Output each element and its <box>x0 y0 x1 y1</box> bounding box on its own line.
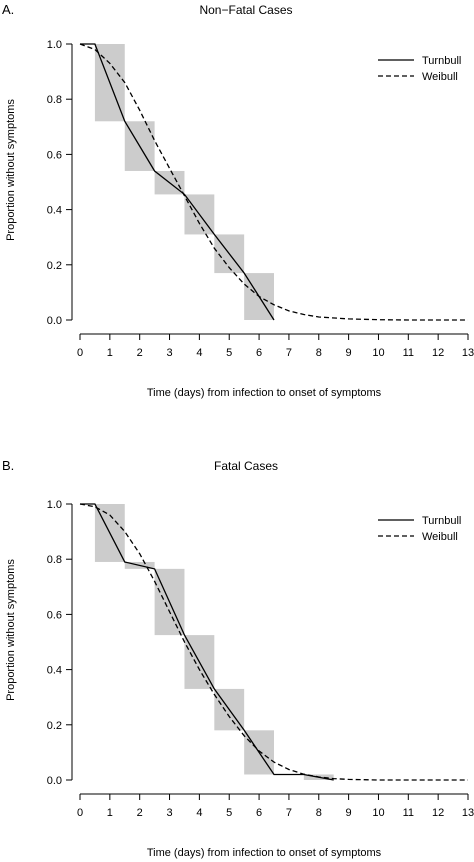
x-tick-label-5: 5 <box>226 807 232 819</box>
x-tick-label-6: 6 <box>256 807 262 819</box>
legend-label-weibull: Weibull <box>422 71 458 83</box>
x-tick-label-3: 3 <box>166 347 172 359</box>
x-tick-label-9: 9 <box>346 347 352 359</box>
y-tick-label-0: 0.0 <box>47 315 62 327</box>
chart-title: Fatal Cases <box>214 459 278 473</box>
panel-label: B. <box>2 458 14 473</box>
y-tick-label-5: 1.0 <box>47 39 62 51</box>
x-tick-label-11: 11 <box>403 347 414 359</box>
legend-label-weibull: Weibull <box>422 531 458 543</box>
y-tick-label-4: 0.8 <box>47 554 62 566</box>
x-tick-label-4: 4 <box>196 807 202 819</box>
series-line-weibull <box>79 503 468 781</box>
x-tick-label-13: 13 <box>462 347 474 359</box>
legend-label-turnbull: Turnbull <box>422 55 461 67</box>
x-tick-label-7: 7 <box>286 347 292 359</box>
x-tick-label-1: 1 <box>107 347 113 359</box>
panel-label: A. <box>2 2 14 17</box>
series-line-weibull <box>79 43 468 321</box>
x-tick-label-12: 12 <box>432 807 444 819</box>
x-tick-label-4: 4 <box>196 347 202 359</box>
x-tick-label-11: 11 <box>403 807 414 819</box>
y-tick-label-3: 0.6 <box>47 149 62 161</box>
x-tick-label-7: 7 <box>286 807 292 819</box>
chart-title: Non−Fatal Cases <box>199 3 292 17</box>
x-tick-label-2: 2 <box>137 807 143 819</box>
y-axis-label: Proportion without symptoms <box>5 559 17 701</box>
y-tick-label-2: 0.4 <box>47 205 62 217</box>
x-tick-label-10: 10 <box>372 347 384 359</box>
series-line-turnbull <box>80 43 275 321</box>
x-tick-label-1: 1 <box>107 807 113 819</box>
x-tick-label-9: 9 <box>346 807 352 819</box>
x-tick-label-12: 12 <box>432 347 444 359</box>
x-tick-label-8: 8 <box>316 347 322 359</box>
y-tick-label-1: 0.2 <box>47 260 62 272</box>
y-tick-label-1: 0.2 <box>47 720 62 732</box>
x-tick-label-5: 5 <box>226 347 232 359</box>
x-tick-label-0: 0 <box>77 807 83 819</box>
y-tick-label-0: 0.0 <box>47 775 62 787</box>
x-tick-label-6: 6 <box>256 347 262 359</box>
x-tick-label-8: 8 <box>316 807 322 819</box>
y-tick-label-4: 0.8 <box>47 94 62 106</box>
x-tick-label-13: 13 <box>462 807 474 819</box>
y-axis-label: Proportion without symptoms <box>5 99 17 241</box>
y-tick-label-5: 1.0 <box>47 499 62 511</box>
x-tick-label-0: 0 <box>77 347 83 359</box>
x-axis-label: Time (days) from infection to onset of s… <box>147 847 382 859</box>
legend-label-turnbull: Turnbull <box>422 515 461 527</box>
y-tick-label-3: 0.6 <box>47 609 62 621</box>
x-tick-label-10: 10 <box>372 807 384 819</box>
x-axis-label: Time (days) from infection to onset of s… <box>147 387 382 399</box>
series-line-turnbull <box>80 503 334 781</box>
y-tick-label-2: 0.4 <box>47 665 62 677</box>
x-tick-label-2: 2 <box>137 347 143 359</box>
x-tick-label-3: 3 <box>166 807 172 819</box>
